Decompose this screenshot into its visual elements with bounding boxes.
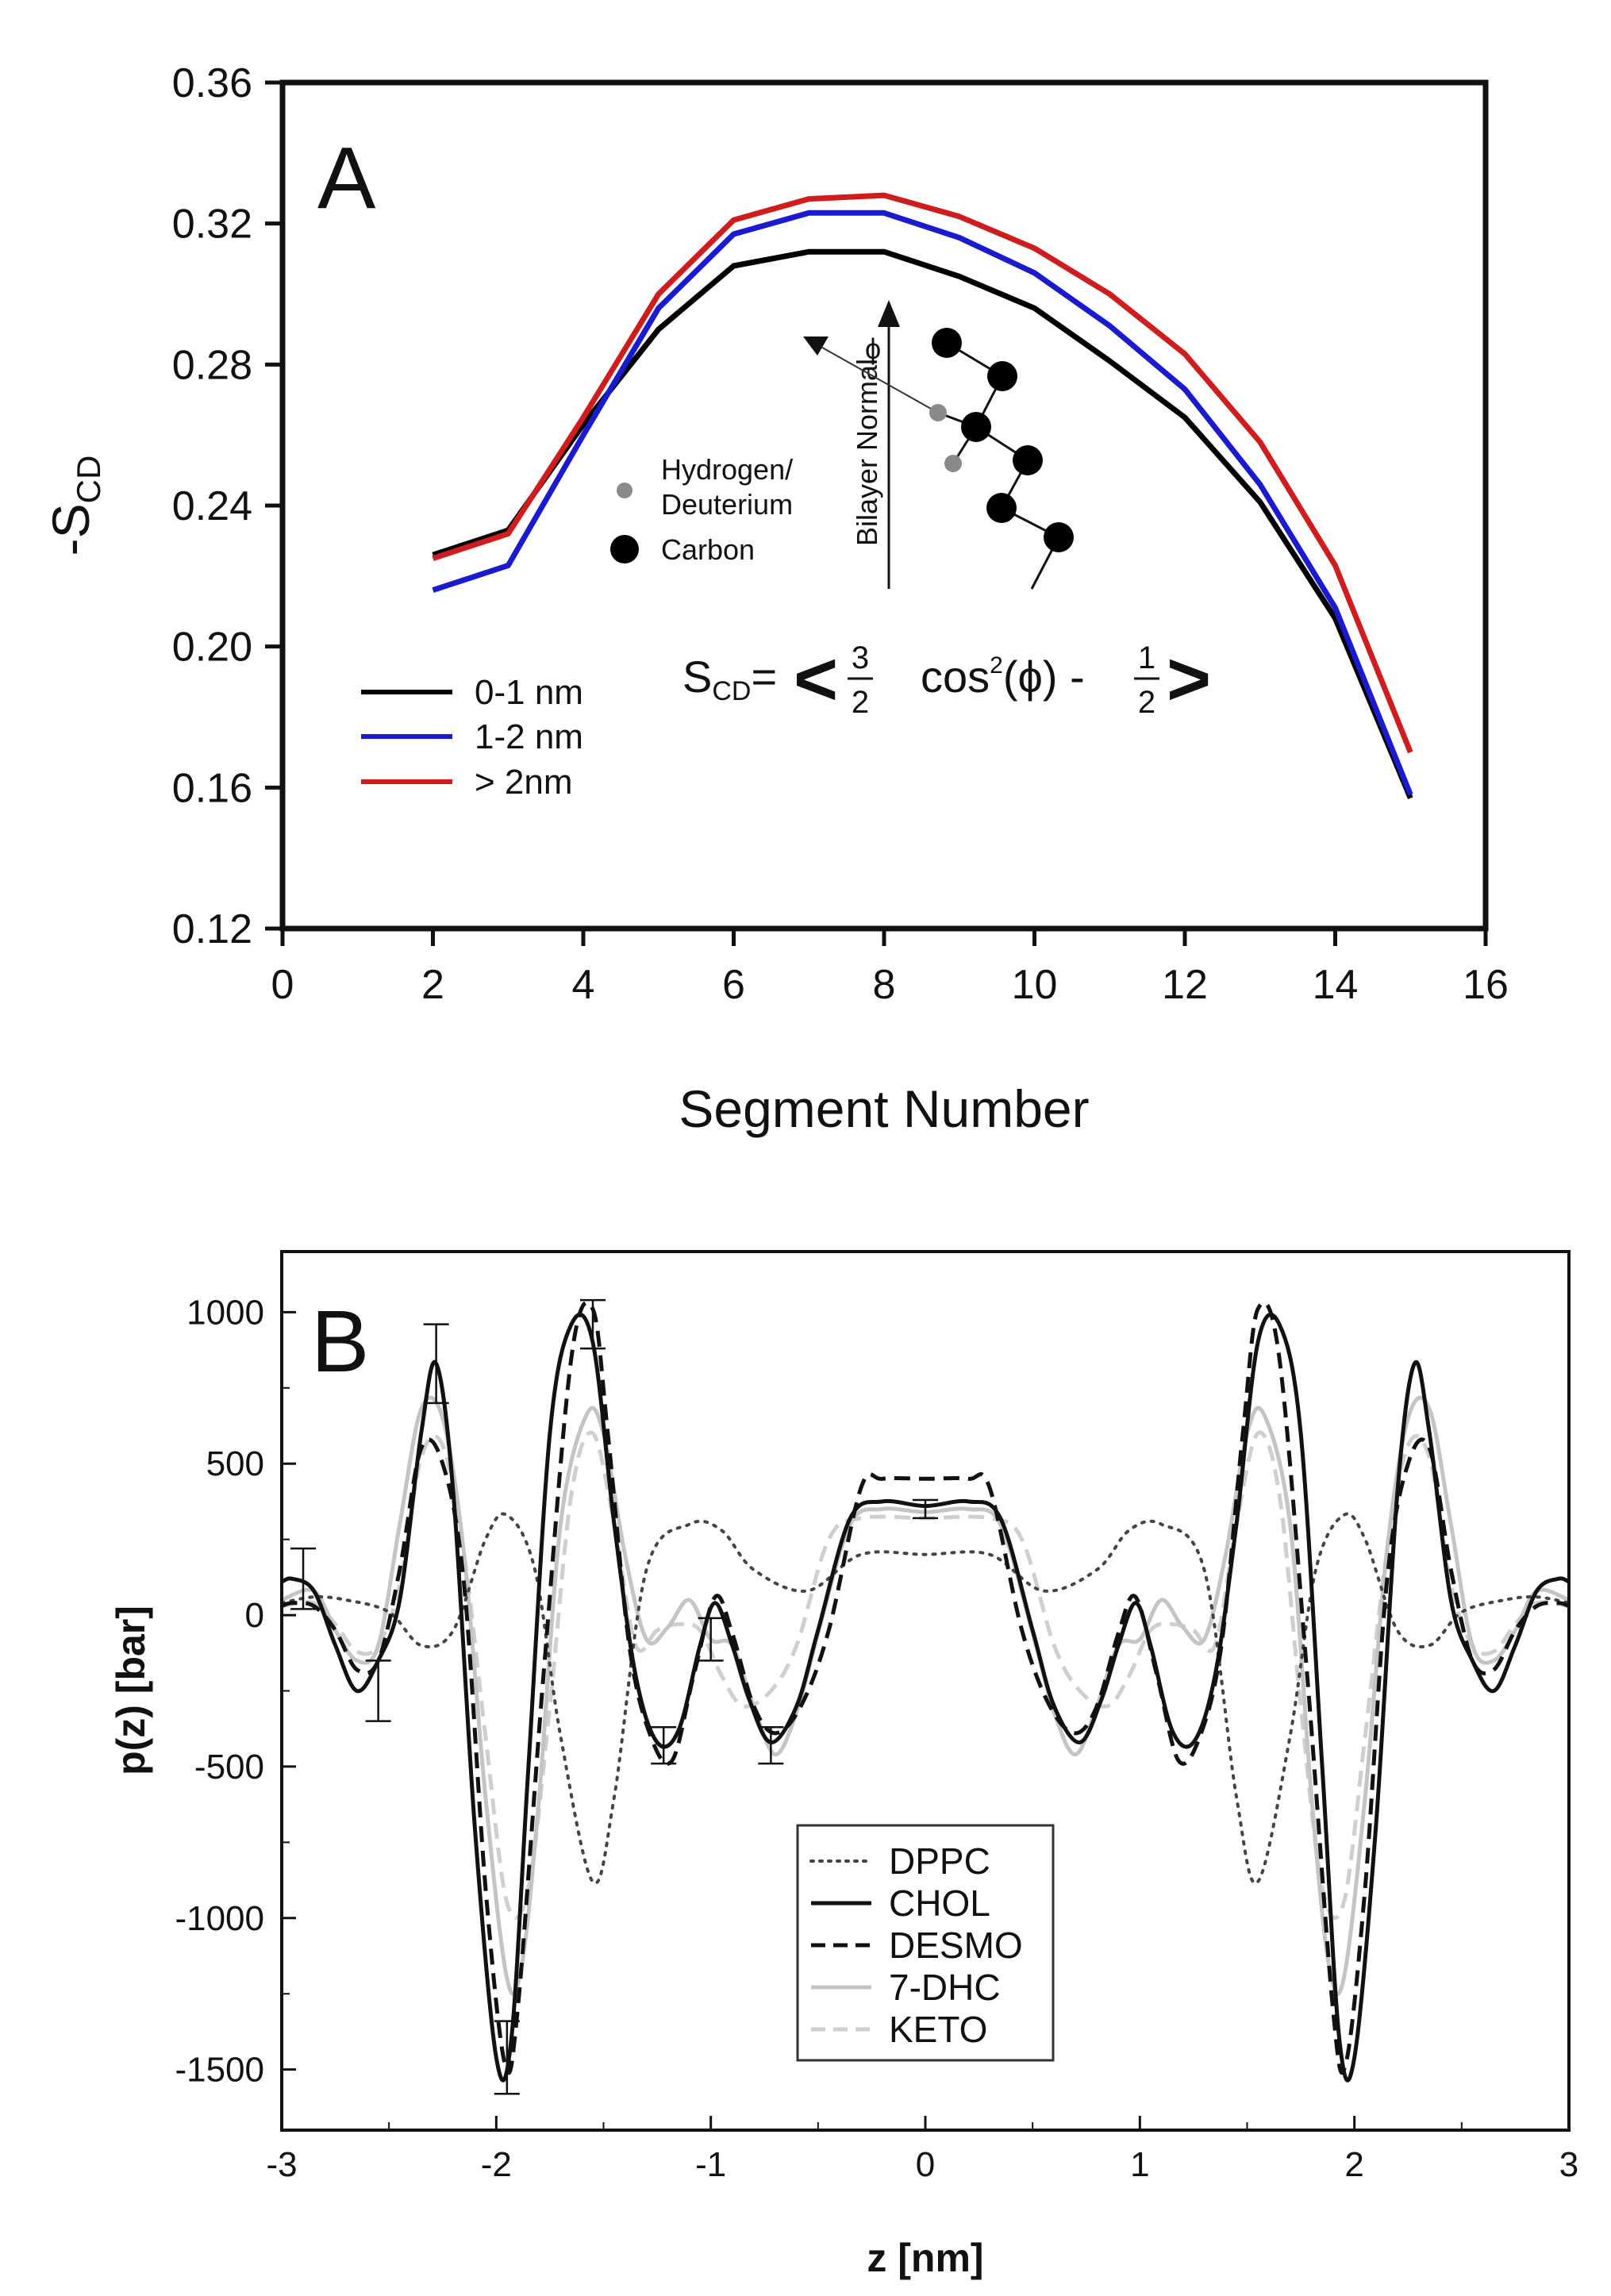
legend-label-gt2nm: > 2nm — [475, 763, 573, 802]
x-tick-label: -3 — [266, 2145, 297, 2184]
x-tick-label: 14 — [1313, 962, 1359, 1008]
carbon-legend-dot — [610, 535, 639, 563]
svg-text:SCD=: SCD= — [682, 652, 777, 706]
formula-lhs-sub: CD — [712, 676, 751, 706]
legend-label-keto: KETO — [889, 2009, 987, 2050]
carbon-atom — [961, 412, 991, 442]
x-tick-label: 0 — [271, 962, 294, 1008]
chart-a-panel-label: A — [317, 129, 376, 227]
y-title-sub: CD — [70, 456, 107, 504]
y-tick-label: 1000 — [186, 1293, 264, 1332]
legend-label-desmo: DESMO — [889, 1925, 1023, 1966]
ch-bond-vector — [810, 340, 939, 413]
x-tick-label: -2 — [481, 2145, 512, 2184]
order-parameter-formula: SCD= < 3 2 cos2(ϕ) - 1 2 > — [682, 636, 1211, 721]
chart-b-x-axis-title: z [nm] — [867, 2236, 983, 2280]
chart-b-y-axis-title: p(z) [bar] — [109, 1606, 153, 1775]
legend-label-dppc: DPPC — [889, 1840, 990, 1882]
x-tick-label: 16 — [1463, 962, 1509, 1008]
molecule-inset: Hydrogen/ Deuterium Carbon Bilayer Norma… — [610, 300, 1211, 721]
x-tick-label: -1 — [695, 2145, 726, 2184]
chart-a: 0 2 4 6 8 10 12 14 160.120.160.200.240.280.320.3… — [41, 60, 1509, 1138]
chart-a-y-axis-title: -SCD — [41, 456, 107, 556]
chart-b: -3 -2 -1 0 1 2 3 -1500 -1000 -500 0 500 1000 B z [nm… — [109, 1250, 1578, 2280]
formula-frac1-den: 2 — [852, 685, 869, 720]
ch-vector-arrowhead — [803, 337, 829, 356]
x-tick-label: 2 — [421, 962, 444, 1008]
formula-equals: = — [751, 652, 777, 702]
chart-b-panel-label: B — [311, 1293, 369, 1390]
legend-label-0-1nm: 0-1 nm — [475, 673, 583, 712]
chart-a-series — [432, 192, 1413, 800]
chart-b-frame — [280, 1250, 1571, 2132]
formula-arg: (ϕ) - — [1003, 652, 1085, 702]
hydrogen-atom — [944, 455, 962, 472]
y-tick-label: -1000 — [175, 1899, 264, 1938]
y-tick-label: 0.24 — [172, 483, 252, 529]
chart-a-x-axis-title: Segment Number — [679, 1079, 1089, 1138]
hydrogen-legend-dot — [617, 483, 632, 498]
y-tick-label: 0.32 — [172, 202, 252, 248]
x-tick-label: 4 — [572, 962, 595, 1008]
bilayer-normal-label: Bilayer Normal — [851, 359, 883, 546]
legend-label-chol: CHOL — [889, 1883, 990, 1924]
svg-text:cos2(ϕ) -: cos2(ϕ) - — [921, 652, 1085, 702]
x-tick-label: 10 — [1012, 962, 1058, 1008]
hydrogen-legend-label: Hydrogen/ — [661, 453, 793, 486]
y-title-main: -S — [41, 503, 100, 556]
y-tick-label: 0.12 — [172, 906, 252, 952]
y-tick-label: 0 — [245, 1596, 264, 1635]
chart-b-error-bars — [290, 1298, 938, 2095]
x-tick-label: 1 — [1130, 2145, 1149, 2184]
formula-cos: cos — [921, 652, 990, 702]
formula-close-bracket: > — [1167, 636, 1211, 721]
formula-frac2-num: 1 — [1138, 640, 1155, 675]
series-line-1 — [432, 210, 1413, 796]
series-line-dppc — [280, 1512, 1571, 1885]
carbon-atom — [1013, 445, 1043, 475]
y-tick-label: 0.36 — [172, 60, 252, 106]
formula-frac2-den: 2 — [1138, 685, 1155, 720]
y-tick-label: 0.28 — [172, 342, 252, 388]
svg-text:-SCD: -SCD — [41, 456, 107, 556]
x-tick-label: 2 — [1344, 2145, 1363, 2184]
series-line-desmo — [281, 1300, 1570, 2075]
formula-power: 2 — [990, 652, 1003, 679]
x-tick-label: 8 — [873, 962, 896, 1008]
legend-label-7dhc: 7-DHC — [889, 1967, 1001, 2008]
x-tick-label: 12 — [1162, 962, 1208, 1008]
carbon-atom — [987, 361, 1017, 391]
bilayer-normal-arrowhead — [878, 300, 900, 327]
x-tick-label: 6 — [722, 962, 745, 1008]
formula-frac1-num: 3 — [852, 640, 869, 675]
chart-a-frame — [279, 79, 1489, 932]
chart-a-legend: 0-1 nm 1-2 nm > 2nm — [361, 673, 583, 802]
chart-b-legend-box — [796, 1824, 1055, 2062]
carbon-atom — [986, 493, 1017, 523]
carbon-chain — [929, 328, 1074, 590]
y-tick-label: 0.20 — [172, 625, 252, 671]
chart-b-legend: DPPC CHOL DESMO 7-DHC KETO — [796, 1824, 1055, 2062]
hydrogen-atom — [929, 404, 947, 421]
chart-a-ticks: 0 2 4 6 8 10 12 14 160.120.160.200.240.280.320.3… — [172, 60, 1509, 1008]
y-tick-label: -1500 — [175, 2051, 264, 2090]
deuterium-legend-label: Deuterium — [661, 488, 793, 521]
series-line-2 — [432, 192, 1413, 754]
x-tick-label: 0 — [916, 2145, 935, 2184]
x-tick-label: 3 — [1559, 2145, 1578, 2184]
carbon-atom — [1044, 522, 1074, 552]
legend-label-1-2nm: 1-2 nm — [475, 717, 583, 756]
phi-angle-label: ϕ — [865, 333, 881, 365]
y-tick-label: -500 — [194, 1748, 264, 1786]
formula-lhs: S — [682, 652, 712, 702]
y-tick-label: 0.16 — [172, 765, 252, 811]
svg-text:p(z) [bar]: p(z) [bar] — [109, 1606, 153, 1775]
bilayer-normal-label-wrap: Bilayer Normal — [851, 359, 883, 546]
y-tick-label: 500 — [206, 1444, 264, 1483]
carbon-atom — [932, 328, 962, 358]
carbon-legend-label: Carbon — [661, 533, 755, 566]
chart-b-ticks: -3 -2 -1 0 1 2 3 -1500 -1000 -500 0 500 1000 — [175, 1293, 1578, 2184]
formula-open-bracket: < — [794, 636, 838, 721]
